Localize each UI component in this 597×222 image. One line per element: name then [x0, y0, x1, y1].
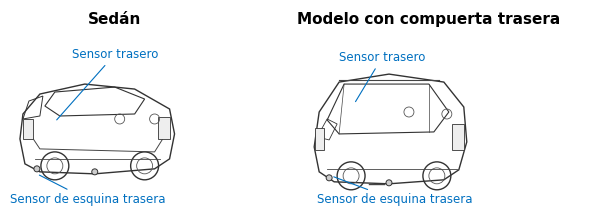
- Bar: [452, 124, 464, 150]
- Text: Modelo con compuerta trasera: Modelo con compuerta trasera: [297, 12, 561, 27]
- Circle shape: [92, 169, 98, 175]
- Circle shape: [326, 175, 332, 181]
- Text: Sensor trasero: Sensor trasero: [57, 48, 158, 120]
- Text: Sensor de esquina trasera: Sensor de esquina trasera: [10, 175, 165, 206]
- Text: Sedán: Sedán: [88, 12, 141, 27]
- Circle shape: [386, 180, 392, 186]
- Circle shape: [34, 166, 40, 172]
- Bar: [23, 119, 33, 139]
- Text: Sensor de esquina trasera: Sensor de esquina trasera: [317, 177, 473, 206]
- Bar: [315, 128, 324, 150]
- Bar: [158, 117, 170, 139]
- Text: Sensor trasero: Sensor trasero: [339, 51, 426, 102]
